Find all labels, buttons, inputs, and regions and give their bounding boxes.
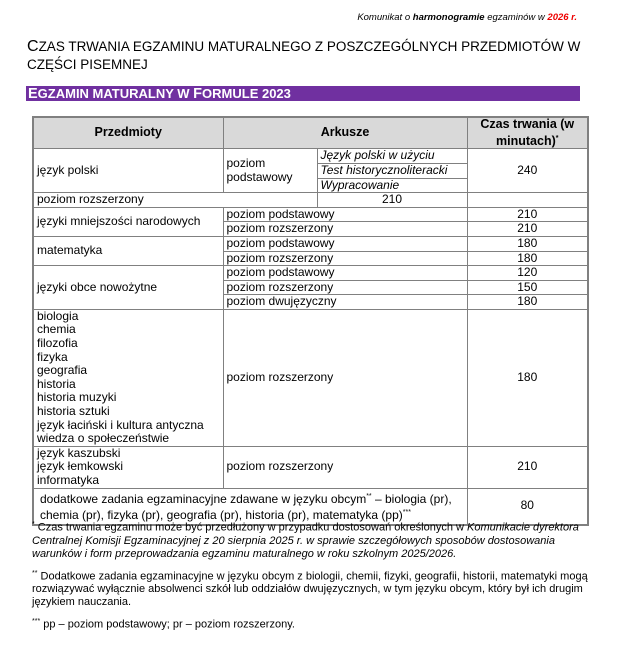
time-cell: 180 [466,308,589,447]
time-cell: 180 [466,235,589,252]
header-bold: harmonogramie [412,12,485,23]
title-initial: C [27,38,39,55]
part-cell: Język polski w użyciu [316,148,468,164]
level-cell: poziom dwujęzyczny [222,294,468,310]
table-row: poziom rozszerzony 210 [32,192,588,208]
subject-cell: języki mniejszości narodowych [32,206,224,237]
table-row: język kaszubski język łemkowski informatyk… [32,445,589,489]
level-cell: poziom rozszerzony [222,308,468,447]
subject-item: historia muzyki [37,390,117,405]
level-cell: poziom podstawowy [222,206,468,223]
heading-initial-2: F [193,86,203,102]
header-text: Komunikat o [357,12,413,23]
subject-list-cell: język kaszubski język łemkowski informatyk… [32,445,224,489]
time-cell: 210 [466,445,589,489]
part-cell: Test historycznoliteracki [316,162,468,179]
footnote-1: * Czas trwania egzaminu może być przedłu… [32,518,592,561]
subject-item: historia [37,376,76,391]
table-row: dodatkowe zadania egzaminacyjne zdawane … [32,487,589,526]
subject-item: informatyka [37,473,100,487]
document-header: Komunikat o harmonogramie egzaminów w 20… [357,12,577,23]
table-row: języki mniejszości narodowych poziom pods… [32,206,589,237]
footnotes: * Czas trwania egzaminu może być przedłu… [32,518,592,638]
time-cell: 210 [466,221,589,237]
subject-item: filozofia [37,336,78,351]
header-subjects: Przedmioty [32,116,224,150]
time-cell: 80 [466,487,589,526]
exam-duration-table: Przedmioty Arkusze Czas trwania (w minut… [32,116,590,526]
level-cell: poziom rozszerzony [222,250,468,267]
table-row: języki obce nowożytne poziom podstawowy 12… [32,265,589,310]
extra-text-2: – biologia (pr), chemia (pr), fizyka (pr… [40,491,452,523]
table-row: biologia chemia filozofia fizyka geografia hi… [32,308,589,447]
part-cell: Wypracowanie [316,177,468,194]
subject-item: język kaszubski [37,445,121,460]
footnote-text: Dodatkowe zadania egzaminacyjne w języku… [32,570,588,609]
page-title: CZAS TRWANIA EGZAMINU MATURALNEGO Z POSZ… [27,38,587,74]
level-cell: poziom rozszerzony [32,192,318,208]
subject-cell: język polski [32,148,224,194]
title-rest: ZAS TRWANIA EGZAMINU MATURALNEGO Z POSZC… [27,39,581,72]
footnote-mark: * [32,521,35,528]
heading-part-2: ORMULE 2023 [202,86,291,101]
level-cell: poziom podstawowy [222,265,468,281]
level-cell: poziom rozszerzony [222,445,468,489]
time-cell: 210 [466,206,589,223]
time-cell: 120 [466,265,589,281]
footnote-mark: ** [366,492,372,500]
header-year: 2026 r. [547,12,577,23]
footnote-mark: ** [32,569,38,577]
subject-item: język łaciński i kultura antyczna [37,417,204,432]
level-cell: poziom rozszerzony [222,221,468,237]
level-cell: poziom rozszerzony [222,279,468,296]
footnote-italic: Komunikacie dyrektora Centralnej Komisji… [32,521,579,560]
subject-item: chemia [37,322,76,337]
heading-part: GZAMIN MATURALNY W [37,86,194,101]
subject-cell: matematyka [32,235,224,267]
subject-item: biologia [37,308,79,323]
time-cell: 180 [466,250,589,267]
header-sheets: Arkusze [222,116,468,150]
heading-initial: E [28,86,38,102]
subject-item: język łemkowski [37,459,124,474]
header-duration: Czas trwania (w minutach)* [466,116,589,150]
level-cell: poziom podstawowy [222,148,318,194]
table-row: matematyka poziom podstawowy 180 [32,235,589,267]
header-text-2: egzaminów w [484,12,548,23]
subject-item: fizyka [37,349,68,364]
footnote-mark: * [555,134,559,142]
time-cell: 150 [466,279,589,296]
level-cell: poziom podstawowy [222,235,468,252]
table-row: poziom rozszerzony 180 [33,250,589,267]
table-row: język polski poziom podstawowy Język pol… [32,148,589,194]
time-cell: 210 [316,192,468,208]
subject-cell: języki obce nowożytne [32,265,224,310]
extra-tasks-cell: dodatkowe zadania egzaminacyjne zdawane … [32,487,468,526]
time-cell: 240 [466,148,589,194]
footnote-3: *** pp – poziom podstawowy; pr – poziom … [32,615,592,632]
footnote-text: pp – poziom podstawowy; pr – poziom rozs… [40,618,295,631]
footnote-text: Czas trwania egzaminu może być przedłużo… [34,521,467,534]
subject-list-cell: biologia chemia filozofia fizyka geografia hi… [32,308,224,447]
subject-item: historia sztuki [37,404,110,419]
header-duration-text: Czas trwania (w minutach) [480,117,575,148]
table-header-row: Przedmioty Arkusze Czas trwania (w minut… [32,116,589,150]
footnote-2: ** Dodatkowe zadania egzaminacyjne w jęz… [32,567,592,610]
time-cell: 180 [466,294,589,310]
extra-text: dodatkowe zadania egzaminacyjne zdawane … [40,491,367,506]
footnote-mark: *** [402,509,411,517]
footnote-mark: *** [32,618,41,626]
table-row: poziom dwujęzyczny 180 [33,294,589,310]
subject-item: wiedza o społeczeństwie [37,431,170,446]
section-heading: EGZAMIN MATURALNY W FORMULE 2023 [26,86,580,102]
subject-item: geografia [37,363,88,378]
